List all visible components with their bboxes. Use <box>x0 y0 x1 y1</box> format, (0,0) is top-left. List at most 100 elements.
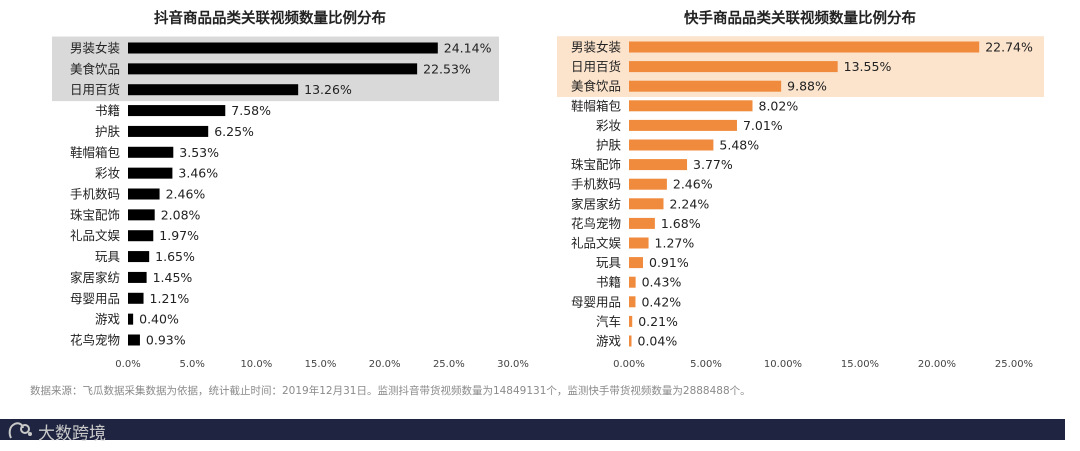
data-source-note: 数据来源：飞瓜数据采集数据为依据，统计截止时间：2019年12月31日。监测抖音… <box>30 385 751 397</box>
value-label: 5.48% <box>719 138 759 153</box>
bar-家居家纺 <box>128 271 147 283</box>
value-label: 1.45% <box>153 270 193 285</box>
value-label: 22.53% <box>423 61 471 76</box>
value-label: 0.93% <box>146 333 186 348</box>
value-label: 2.46% <box>673 177 713 192</box>
x-tick-label: 10.0% <box>240 359 272 370</box>
bar-日用百货 <box>128 84 299 96</box>
x-tick-label: 5.0% <box>179 359 204 370</box>
category-label: 美食饮品 <box>571 79 621 94</box>
bar-礼品文娱 <box>629 237 649 249</box>
x-tick-label: 0.00% <box>613 359 645 370</box>
category-label: 珠宝配饰 <box>70 207 120 222</box>
x-tick-label: 20.0% <box>369 359 401 370</box>
category-label: 花鸟宠物 <box>571 216 621 231</box>
category-label: 珠宝配饰 <box>571 157 621 172</box>
x-tick-label: 5.00% <box>690 359 722 370</box>
value-label: 7.58% <box>231 103 271 118</box>
x-tick-label: 25.00% <box>995 359 1033 370</box>
chart-title: 快手商品品类关联视频数量比例分布 <box>684 9 916 27</box>
value-label: 3.53% <box>179 145 219 160</box>
category-label: 护肤 <box>596 138 622 153</box>
x-tick-label: 25.0% <box>433 359 465 370</box>
bar-护肤 <box>128 125 209 137</box>
value-label: 24.14% <box>444 41 492 56</box>
category-label: 游戏 <box>95 312 120 327</box>
bar-珠宝配饰 <box>629 159 688 171</box>
category-label: 美食饮品 <box>70 61 120 76</box>
value-label: 1.65% <box>155 249 195 264</box>
x-tick-label: 0.0% <box>115 359 140 370</box>
value-label: 1.97% <box>159 228 199 243</box>
value-label: 8.02% <box>759 98 799 113</box>
bar-男装女装 <box>128 42 438 54</box>
category-label: 日用百货 <box>70 82 120 97</box>
value-label: 3.46% <box>178 166 218 181</box>
category-label: 手机数码 <box>70 187 120 202</box>
category-label: 玩具 <box>95 249 121 264</box>
bar-玩具 <box>629 257 644 269</box>
brand-icon <box>8 422 32 439</box>
bar-书籍 <box>128 105 226 117</box>
category-label: 礼品文娱 <box>70 228 121 243</box>
value-label: 2.08% <box>161 207 201 222</box>
value-label: 1.68% <box>661 216 701 231</box>
category-label: 书籍 <box>95 103 120 118</box>
bar-彩妆 <box>629 119 737 131</box>
value-label: 0.21% <box>638 314 678 329</box>
value-label: 13.55% <box>844 59 892 74</box>
bar-母婴用品 <box>629 296 636 308</box>
bar-美食饮品 <box>629 80 782 92</box>
value-label: 7.01% <box>743 118 783 133</box>
bar-母婴用品 <box>128 292 144 304</box>
category-label: 鞋帽箱包 <box>571 98 621 113</box>
bar-家居家纺 <box>629 198 664 210</box>
brand-logo: 大数跨境 <box>8 418 106 444</box>
footer-bar <box>0 419 1065 440</box>
category-label: 花鸟宠物 <box>70 333 120 348</box>
value-label: 22.74% <box>985 40 1033 55</box>
bar-玩具 <box>128 251 150 263</box>
bar-美食饮品 <box>128 63 418 75</box>
bar-书籍 <box>629 276 636 288</box>
category-label: 游戏 <box>596 334 621 349</box>
value-label: 0.42% <box>641 294 681 309</box>
value-label: 2.24% <box>669 196 709 211</box>
x-tick-label: 10.00% <box>764 359 802 370</box>
bar-护肤 <box>629 139 714 151</box>
value-label: 1.27% <box>655 236 695 251</box>
bar-鞋帽箱包 <box>128 146 174 158</box>
brand-name: 大数跨境 <box>38 423 106 444</box>
x-tick-label: 15.00% <box>841 359 879 370</box>
category-label: 手机数码 <box>571 177 621 192</box>
category-label: 护肤 <box>95 124 121 139</box>
category-label: 男装女装 <box>70 41 120 56</box>
bar-男装女装 <box>629 41 980 53</box>
category-label: 彩妆 <box>596 118 621 133</box>
value-label: 6.25% <box>214 124 254 139</box>
value-label: 3.77% <box>693 157 733 172</box>
x-tick-label: 20.00% <box>918 359 956 370</box>
category-label: 书籍 <box>596 275 621 290</box>
category-label: 家居家纺 <box>70 270 120 285</box>
value-label: 2.46% <box>166 187 206 202</box>
bar-游戏 <box>128 313 134 325</box>
category-label: 礼品文娱 <box>571 236 622 251</box>
x-tick-label: 30.0% <box>497 359 529 370</box>
bar-礼品文娱 <box>128 230 154 242</box>
category-label: 玩具 <box>596 255 622 270</box>
category-label: 家居家纺 <box>571 196 621 211</box>
value-label: 9.88% <box>787 79 827 94</box>
value-label: 0.43% <box>642 275 682 290</box>
value-label: 0.40% <box>139 312 179 327</box>
category-label: 母婴用品 <box>571 294 621 309</box>
bar-花鸟宠物 <box>128 334 140 346</box>
category-label: 鞋帽箱包 <box>70 145 120 160</box>
bar-游戏 <box>629 335 632 347</box>
category-label: 母婴用品 <box>70 291 120 306</box>
bar-手机数码 <box>128 188 160 200</box>
value-label: 13.26% <box>304 82 352 97</box>
bar-汽车 <box>629 315 633 327</box>
